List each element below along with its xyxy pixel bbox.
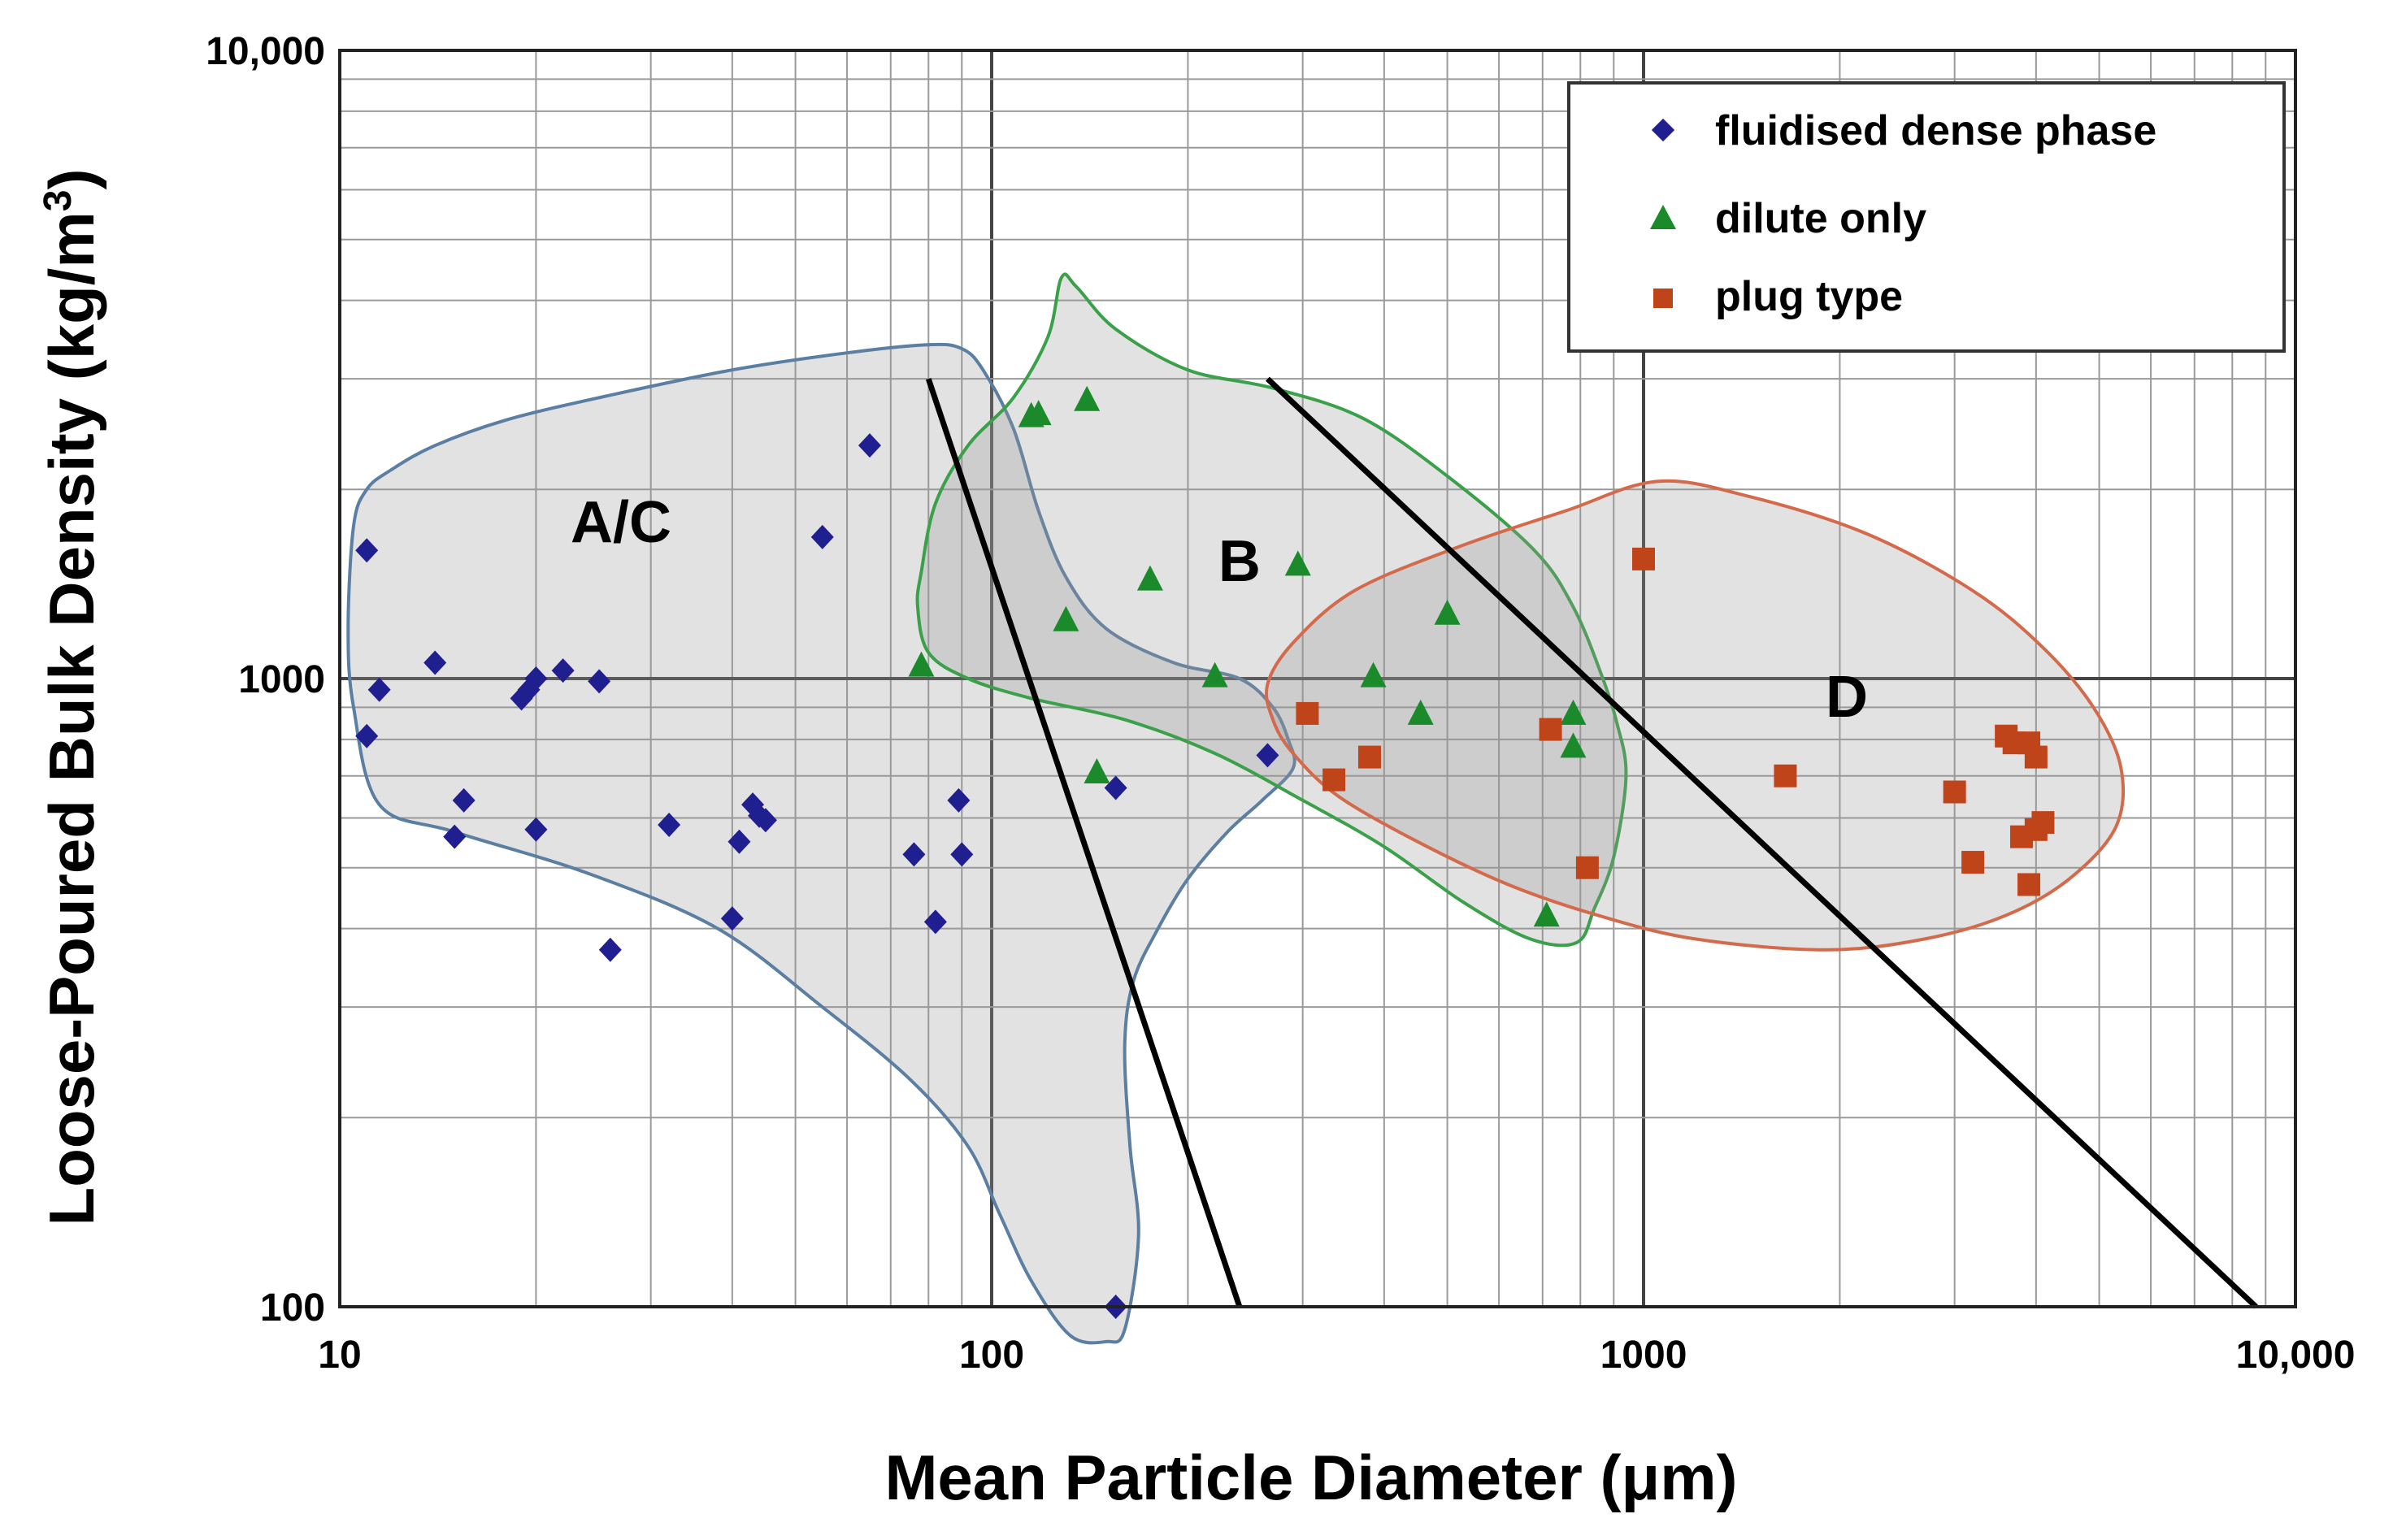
- region-labels: A/C B D: [571, 490, 1868, 730]
- point-dilute-only: [1560, 699, 1587, 725]
- point-fluidised-dense-phase: [1256, 743, 1279, 768]
- point-fluidised-dense-phase: [858, 433, 881, 458]
- legend-item-fluidised-dense-phase: fluidised dense phase: [1651, 107, 2156, 154]
- envelope-d-region: [1264, 479, 2126, 952]
- point-fluidised-dense-phase: [452, 787, 476, 813]
- point-plug-type: [2031, 811, 2055, 835]
- legend-label-plug-type: plug type: [1715, 273, 1903, 320]
- legend-item-plug-type: plug type: [1653, 273, 1903, 320]
- point-plug-type: [1632, 547, 1655, 570]
- point-plug-type: [1575, 856, 1599, 879]
- region-envelopes: [346, 272, 2126, 1345]
- point-dilute-only: [1084, 757, 1110, 783]
- point-fluidised-dense-phase: [923, 909, 947, 935]
- legend-box: [1567, 81, 2286, 353]
- point-fluidised-dense-phase: [598, 937, 622, 962]
- point-fluidised-dense-phase: [754, 808, 777, 833]
- point-plug-type: [1357, 745, 1381, 769]
- point-plug-type: [1943, 780, 1966, 804]
- y-axis-title-main: Loose-Poured Bulk Density (kg/m: [36, 211, 107, 1225]
- point-dilute-only: [908, 651, 935, 677]
- point-fluidised-dense-phase: [810, 524, 834, 549]
- point-fluidised-dense-phase: [355, 538, 379, 563]
- x-tick-label: 100: [959, 1334, 1024, 1377]
- point-fluidised-dense-phase: [902, 842, 926, 867]
- point-dilute-only: [1201, 662, 1228, 688]
- legend-diamond-marker: [1651, 118, 1675, 142]
- point-dilute-only: [1074, 385, 1101, 411]
- point-fluidised-dense-phase: [658, 812, 681, 837]
- legend-label-fluidised-dense-phase: fluidised dense phase: [1715, 107, 2156, 154]
- point-fluidised-dense-phase: [524, 666, 548, 691]
- region-label-a-c: A/C: [571, 490, 671, 555]
- point-plug-type: [1322, 768, 1346, 792]
- envelope-a-c-region: [346, 342, 1296, 1345]
- y-axis-title-close: ): [36, 169, 107, 190]
- point-plug-type: [1296, 701, 1319, 725]
- point-dilute-only: [1284, 550, 1311, 576]
- point-fluidised-dense-phase: [367, 677, 391, 702]
- legend-item-dilute-only: dilute only: [1650, 195, 1926, 242]
- point-fluidised-dense-phase: [947, 787, 971, 813]
- point-plug-type: [1961, 851, 1985, 874]
- point-fluidised-dense-phase: [355, 723, 379, 748]
- point-fluidised-dense-phase: [443, 824, 467, 849]
- boundary-line-2: [1266, 376, 2258, 1309]
- point-fluidised-dense-phase: [551, 658, 575, 683]
- point-fluidised-dense-phase: [720, 906, 744, 931]
- boundary-line-1: [925, 378, 1243, 1308]
- x-tick-label: 10: [318, 1334, 361, 1377]
- y-tick-label: 1000: [238, 658, 325, 701]
- x-tick-label: 1000: [1600, 1334, 1687, 1377]
- y-tick-label: 10,000: [206, 30, 325, 73]
- point-fluidised-dense-phase: [1104, 775, 1127, 800]
- legend-triangle-marker: [1650, 205, 1676, 229]
- point-plug-type: [1774, 764, 1797, 787]
- point-dilute-only: [1136, 565, 1163, 591]
- x-axis-title: Mean Particle Diameter (μm): [884, 1442, 1737, 1513]
- y-axis-title: Loose-Poured Bulk Density (kg/m3): [36, 169, 107, 1226]
- point-dilute-only: [1560, 732, 1587, 758]
- point-plug-type: [2024, 745, 2048, 769]
- point-fluidised-dense-phase: [588, 669, 611, 694]
- y-axis-title-sup: 3: [37, 190, 80, 212]
- data-points: [355, 385, 2055, 1319]
- x-tick-label: 10,000: [2236, 1334, 2356, 1377]
- point-fluidised-dense-phase: [727, 829, 751, 854]
- point-plug-type: [1539, 718, 1562, 741]
- boundary-lines: [925, 376, 2258, 1309]
- point-dilute-only: [1360, 662, 1387, 688]
- legend: fluidised dense phase dilute only plug t…: [1567, 81, 2286, 353]
- region-label-d: D: [1826, 665, 1868, 730]
- point-dilute-only: [1025, 400, 1052, 426]
- point-plug-type: [2017, 873, 2041, 896]
- point-dilute-only: [1533, 901, 1560, 927]
- point-fluidised-dense-phase: [524, 817, 548, 842]
- point-dilute-only: [1434, 599, 1461, 625]
- point-fluidised-dense-phase: [423, 650, 447, 675]
- y-tick-label: 100: [260, 1286, 325, 1330]
- envelope-b-region: [915, 272, 1628, 948]
- point-dilute-only: [1053, 605, 1079, 631]
- legend-label-dilute-only: dilute only: [1715, 195, 1926, 242]
- point-fluidised-dense-phase: [950, 842, 974, 867]
- legend-square-marker: [1653, 288, 1673, 308]
- plot-frame: [338, 49, 2297, 1308]
- region-label-b: B: [1218, 529, 1261, 594]
- point-dilute-only: [1407, 699, 1434, 725]
